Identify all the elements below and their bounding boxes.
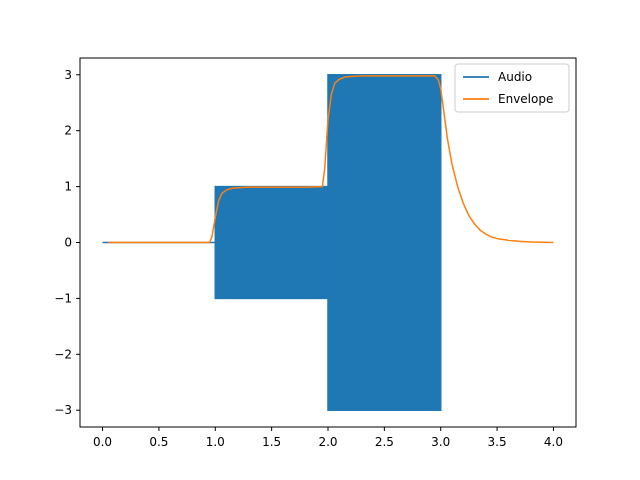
envelope-line	[108, 75, 554, 244]
audio-segment-2	[327, 74, 442, 411]
x-tick-label-1: 0.5	[149, 435, 168, 449]
y-tick-label-1: −2	[54, 347, 72, 361]
y-tick-label-2: −1	[54, 291, 72, 305]
x-tick-label-2: 1.0	[206, 435, 225, 449]
x-tick-label-4: 2.0	[318, 435, 337, 449]
y-axis: −3 −2 −1 0 1 2 3	[54, 68, 80, 417]
x-tick-label-3: 1.5	[262, 435, 281, 449]
audio-segment-1	[214, 185, 329, 300]
x-tick-label-0: 0.0	[93, 435, 112, 449]
legend: Audio Envelope	[454, 63, 570, 113]
x-tick-label-7: 3.5	[488, 435, 507, 449]
y-tick-label-4: 1	[64, 180, 72, 194]
y-tick-label-3: 0	[64, 236, 72, 250]
y-tick-label-0: −3	[54, 403, 72, 417]
x-axis: 0.0 0.5 1.0 1.5 2.0 2.5 3.0 3.5 4.0	[93, 427, 563, 449]
x-tick-label-8: 4.0	[544, 435, 563, 449]
legend-label-0: Audio	[498, 70, 532, 84]
plot-content	[102, 74, 554, 411]
y-tick-label-5: 2	[64, 124, 72, 138]
y-tick-label-6: 3	[64, 68, 72, 82]
x-tick-label-6: 3.0	[431, 435, 450, 449]
legend-label-1: Envelope	[498, 92, 553, 106]
x-tick-label-5: 2.5	[375, 435, 394, 449]
legend-box	[454, 63, 570, 113]
